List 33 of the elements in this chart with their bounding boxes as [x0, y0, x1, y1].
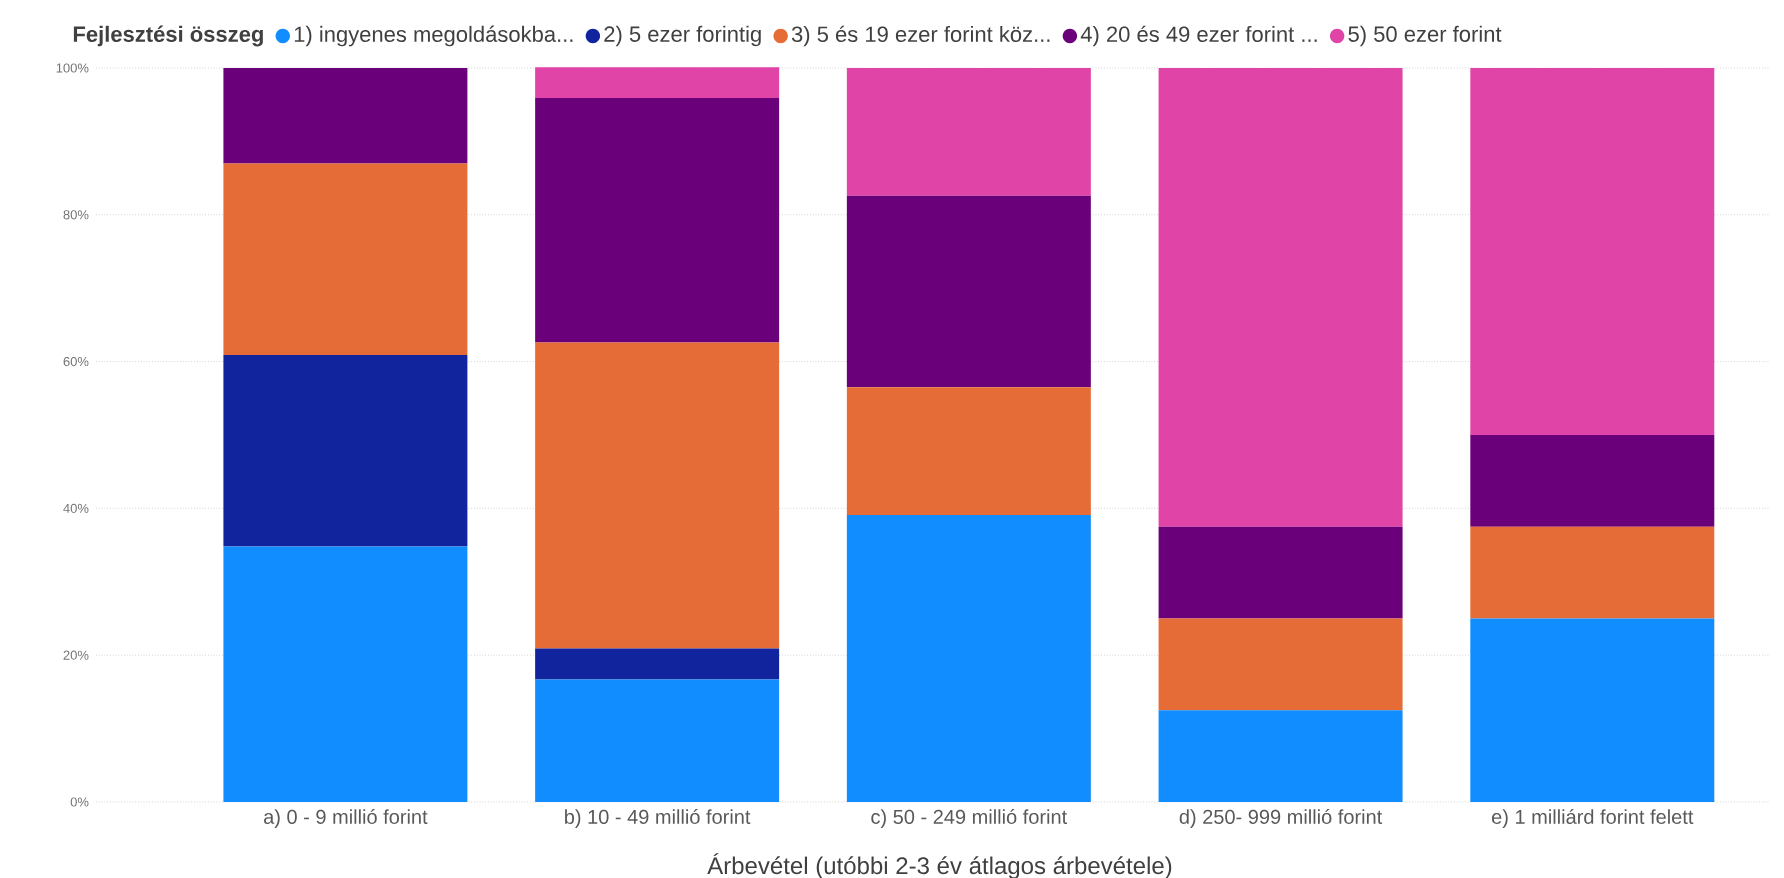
bar [535, 342, 780, 649]
bar [846, 67, 1091, 196]
x-axis-title: Árbevétel (utóbbi 2-3 év átlagos árbevétele) [707, 853, 1172, 878]
legend-label: 5) 50 ezer forint [1348, 25, 1502, 47]
legend-label: 4) 20 és 49 ezer forint ... [1080, 25, 1317, 47]
x-tick-label: e) 1 milliárd forint felett [1492, 809, 1694, 828]
x-tick-label: b) 10 - 49 millió forint [565, 809, 751, 828]
x-tick-label: d) 250- 999 millió forint [1179, 809, 1383, 828]
bar [1470, 526, 1715, 619]
bar [1158, 618, 1403, 711]
bar [1158, 710, 1403, 802]
bar [1470, 618, 1715, 802]
bar [223, 354, 468, 547]
bar [1470, 67, 1715, 435]
bar [846, 514, 1091, 802]
x-tick-label: a) 0 - 9 millió forint [264, 809, 428, 828]
bar [535, 648, 780, 680]
legend-title: Fejlesztési összeg [73, 25, 263, 47]
bar [846, 387, 1091, 515]
x-tick-label: c) 50 - 249 millió forint [871, 809, 1068, 828]
bar [1158, 67, 1403, 527]
bar [223, 546, 468, 802]
bar [846, 195, 1091, 388]
legend-label: 3) 5 és 19 ezer forint köz... [791, 25, 1050, 47]
bar [1470, 434, 1715, 527]
bar [223, 67, 468, 164]
bar [535, 98, 780, 343]
bar [1158, 526, 1403, 619]
bar [223, 163, 468, 355]
legend-label: 1) ingyenes megoldásokba... [294, 25, 573, 47]
legend-label: 2) 5 ezer forintig [604, 25, 761, 47]
bar [535, 679, 780, 802]
bar [535, 67, 780, 99]
